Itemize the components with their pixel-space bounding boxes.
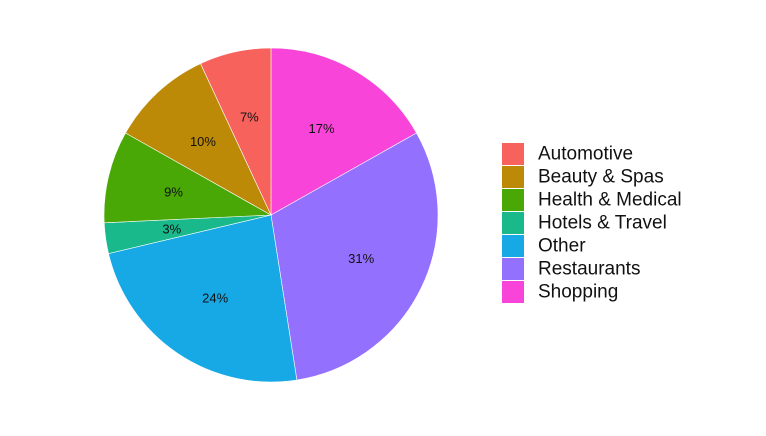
legend-swatch-shopping xyxy=(502,281,524,303)
slice-label-restaurants: 31% xyxy=(348,251,374,266)
legend-label-automotive: Automotive xyxy=(538,144,633,165)
slice-label-other: 24% xyxy=(202,291,228,306)
slice-label-shopping: 17% xyxy=(309,121,335,136)
pie-slice-labels: 17% 31% 24% 3% 9% 10% 7% xyxy=(162,110,374,306)
legend-swatch-hotels-and-travel xyxy=(502,212,524,234)
legend-label-other: Other xyxy=(538,236,586,257)
legend-swatch-automotive xyxy=(502,143,524,165)
pie-slice-beauty-and-spas xyxy=(125,63,272,216)
pie-slice-shopping xyxy=(270,47,417,216)
legend-label-hotels-and-travel: Hotels & Travel xyxy=(538,213,667,234)
pie-slices xyxy=(103,47,439,383)
slice-label-hotels-and-travel: 3% xyxy=(162,221,181,236)
pie-slice-automotive xyxy=(200,47,272,216)
slice-label-health-and-medical: 9% xyxy=(164,184,183,199)
pie-slice-health-and-medical xyxy=(103,132,273,224)
legend-label-restaurants: Restaurants xyxy=(538,259,640,280)
legend-swatch-health-and-medical xyxy=(502,189,524,211)
legend-swatch-beauty-and-spas xyxy=(502,166,524,188)
legend-swatch-restaurants xyxy=(502,258,524,280)
pie-slice-other xyxy=(108,214,298,383)
pie-slice-restaurants xyxy=(270,132,439,381)
slice-label-automotive: 7% xyxy=(240,110,259,125)
slice-label-beauty-and-spas: 10% xyxy=(190,134,216,149)
legend-label-shopping: Shopping xyxy=(538,282,618,303)
legend-label-beauty-and-spas: Beauty & Spas xyxy=(538,167,664,188)
legend-swatch-other xyxy=(502,235,524,257)
legend-label-health-and-medical: Health & Medical xyxy=(538,190,682,211)
